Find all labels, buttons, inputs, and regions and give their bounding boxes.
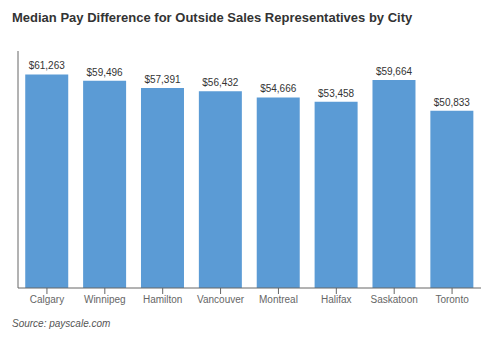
svg-text:$54,666: $54,666 xyxy=(260,83,297,94)
svg-text:$53,458: $53,458 xyxy=(318,88,355,99)
html-text:Source: payscale.com: Source: payscale.com xyxy=(12,318,111,329)
svg-text:$50,833: $50,833 xyxy=(434,97,471,108)
svg-text:Saskatoon: Saskatoon xyxy=(371,294,418,305)
html-text:Median Pay Difference for Outs: Median Pay Difference for Outside Sales … xyxy=(12,10,413,25)
svg-text:Toronto: Toronto xyxy=(435,294,469,305)
svg-text:Winnipeg: Winnipeg xyxy=(84,294,126,305)
svg-text:Montreal: Montreal xyxy=(259,294,298,305)
svg-text:$61,263: $61,263 xyxy=(29,60,66,71)
svg-text:Calgary: Calgary xyxy=(30,294,64,305)
svg-text:Hamilton: Hamilton xyxy=(143,294,182,305)
svg-text:$56,432: $56,432 xyxy=(202,77,239,88)
svg-text:$57,391: $57,391 xyxy=(144,74,181,85)
svg-text:$59,664: $59,664 xyxy=(376,66,413,77)
svg-text:Halifax: Halifax xyxy=(321,294,352,305)
svg-text:Vancouver: Vancouver xyxy=(197,294,245,305)
svg-text:$59,496: $59,496 xyxy=(87,67,124,78)
